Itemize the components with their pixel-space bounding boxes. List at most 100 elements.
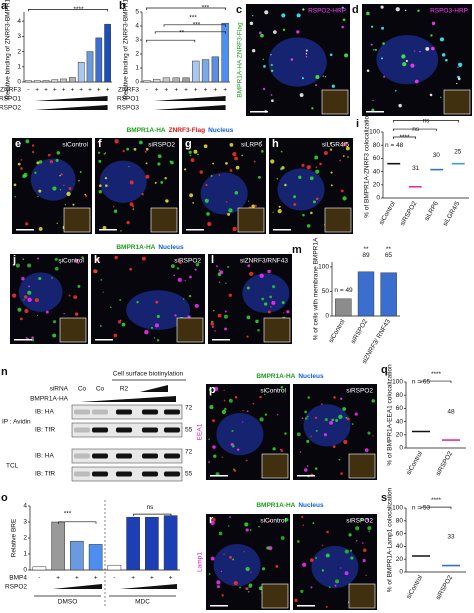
header-part: Nucleus <box>298 373 324 380</box>
signal <box>129 180 134 185</box>
signal <box>72 203 75 206</box>
signal <box>98 184 102 188</box>
y-tick-label: 0 <box>325 313 329 320</box>
signal <box>21 276 25 281</box>
signal <box>188 294 192 298</box>
row-sign: + <box>94 575 98 582</box>
signal <box>325 605 328 608</box>
signal <box>136 300 139 304</box>
blot-band <box>116 471 132 477</box>
bar <box>104 23 111 83</box>
panel-letter: h <box>272 138 279 150</box>
signal <box>306 465 309 467</box>
blot-ip: IP : Avidin <box>2 419 31 426</box>
signal <box>52 333 57 338</box>
signal <box>315 166 318 169</box>
nucleus <box>311 545 359 589</box>
signal <box>445 58 448 62</box>
signal <box>306 439 310 443</box>
signal <box>340 472 343 475</box>
y-axis-label: Relative binding of ZNRF3-BMPR1A <box>123 0 130 100</box>
signal <box>113 333 118 338</box>
inset <box>237 207 265 233</box>
annotation: 65 <box>385 252 393 259</box>
signal <box>27 263 32 268</box>
blot-tcl: TCL <box>6 463 19 470</box>
signal <box>350 549 353 552</box>
signal <box>457 77 461 81</box>
panel-letter: g <box>185 138 192 150</box>
chart: i 0 20 40 60 80 100% of BMPR1A-ZNRF3 colocaliz… <box>356 112 469 227</box>
signal <box>301 77 304 80</box>
signal <box>281 13 286 18</box>
signal <box>246 286 250 290</box>
signal <box>367 431 371 435</box>
signal <box>27 297 32 302</box>
y-tick-label: 40 <box>373 168 381 175</box>
signal <box>344 549 349 554</box>
signal <box>247 264 251 268</box>
annotation: 89 <box>362 252 370 259</box>
panel-letter: e <box>15 138 21 150</box>
signal <box>212 419 215 423</box>
signal <box>63 312 65 315</box>
signal <box>165 199 169 203</box>
signal <box>262 58 264 61</box>
signal <box>52 320 57 324</box>
signal <box>20 159 23 161</box>
signal <box>194 268 197 271</box>
signal <box>315 197 319 201</box>
signal <box>294 598 298 602</box>
signal <box>36 314 39 317</box>
signal <box>278 205 281 208</box>
side-label: Lamp1 <box>197 552 204 572</box>
signal <box>429 93 433 97</box>
signal <box>59 174 61 177</box>
signal <box>224 327 227 331</box>
signal <box>296 13 301 18</box>
signal <box>367 526 372 531</box>
row-sign: - <box>146 87 148 94</box>
scale-bar <box>95 339 113 341</box>
x-tick-label: siRSPO2 <box>435 450 455 477</box>
signal <box>179 261 182 265</box>
row-sign: + <box>213 87 217 94</box>
inset <box>324 207 352 233</box>
signal <box>155 300 159 304</box>
signal <box>245 528 249 532</box>
bar <box>88 544 103 571</box>
blot-band <box>116 409 132 415</box>
signal <box>27 290 32 295</box>
panel-letter: s <box>381 492 387 504</box>
signal <box>284 183 287 187</box>
signal <box>347 156 349 158</box>
group-label: DMSO <box>58 599 78 606</box>
y-tick-label: 40 <box>396 543 404 550</box>
signal <box>266 546 270 550</box>
row-label: ZNRF3 <box>0 87 21 94</box>
signal <box>34 298 39 303</box>
signal <box>338 414 343 420</box>
signal <box>293 195 297 199</box>
signal <box>229 516 231 519</box>
y-tick-label: 3 <box>23 519 27 526</box>
annotation: ** <box>386 246 392 253</box>
y-tick-label: 60 <box>396 405 404 412</box>
blot-band <box>142 453 158 459</box>
signal <box>329 142 333 145</box>
bar <box>95 37 103 83</box>
signal <box>119 299 122 302</box>
signal <box>164 177 167 180</box>
nucleus <box>126 290 191 330</box>
signal <box>194 303 199 308</box>
signal <box>267 269 271 274</box>
signal <box>228 398 233 403</box>
signal <box>189 275 192 279</box>
signal <box>216 265 218 268</box>
signal <box>350 556 354 560</box>
signal <box>228 208 233 213</box>
row-label: RSPO2 <box>5 584 27 591</box>
signal <box>188 150 192 154</box>
signal <box>233 580 238 586</box>
